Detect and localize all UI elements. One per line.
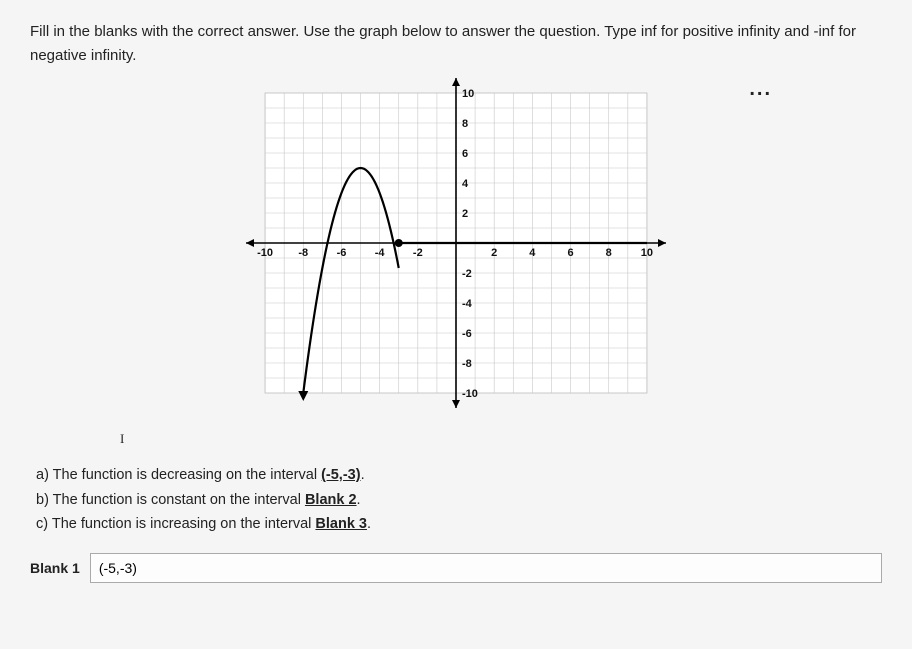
instructions-text: Fill in the blanks with the correct answ…	[30, 20, 882, 68]
text-cursor: I	[120, 431, 882, 447]
blank-1-row: Blank 1	[30, 553, 882, 583]
svg-text:-10: -10	[462, 388, 478, 400]
svg-text:8: 8	[606, 247, 612, 259]
svg-text:-6: -6	[462, 328, 472, 340]
svg-text:4: 4	[462, 178, 469, 190]
svg-text:-2: -2	[413, 247, 423, 259]
graph-container: ... -10 -8 -6 -4 -2 2 4 6 8 10 -10 -8 -6 -4 -2 2 4 6 8 10	[30, 78, 882, 413]
question-list: a) The function is decreasing on the int…	[36, 463, 882, 537]
svg-text:6: 6	[567, 247, 573, 259]
question-b: b) The function is constant on the inter…	[36, 488, 882, 513]
svg-text:8: 8	[462, 118, 468, 130]
svg-text:6: 6	[462, 148, 468, 160]
svg-text:-2: -2	[462, 268, 472, 280]
more-icon[interactable]: ...	[749, 78, 772, 101]
question-c: c) The function is increasing on the int…	[36, 512, 882, 537]
svg-text:-4: -4	[462, 298, 473, 310]
question-a: a) The function is decreasing on the int…	[36, 463, 882, 488]
svg-text:-8: -8	[298, 247, 308, 259]
svg-text:2: 2	[491, 247, 497, 259]
svg-text:10: 10	[641, 247, 653, 259]
svg-text:10: 10	[462, 88, 474, 100]
svg-text:2: 2	[462, 208, 468, 220]
blank-1-label: Blank 1	[30, 560, 80, 576]
svg-text:-4: -4	[375, 247, 386, 259]
blank-1-input[interactable]	[90, 553, 882, 583]
svg-text:-10: -10	[257, 247, 273, 259]
svg-text:-6: -6	[337, 247, 347, 259]
svg-text:-8: -8	[462, 358, 472, 370]
svg-text:4: 4	[529, 247, 536, 259]
function-graph: -10 -8 -6 -4 -2 2 4 6 8 10 -10 -8 -6 -4 -2 2 4 6 8 10	[246, 78, 666, 408]
